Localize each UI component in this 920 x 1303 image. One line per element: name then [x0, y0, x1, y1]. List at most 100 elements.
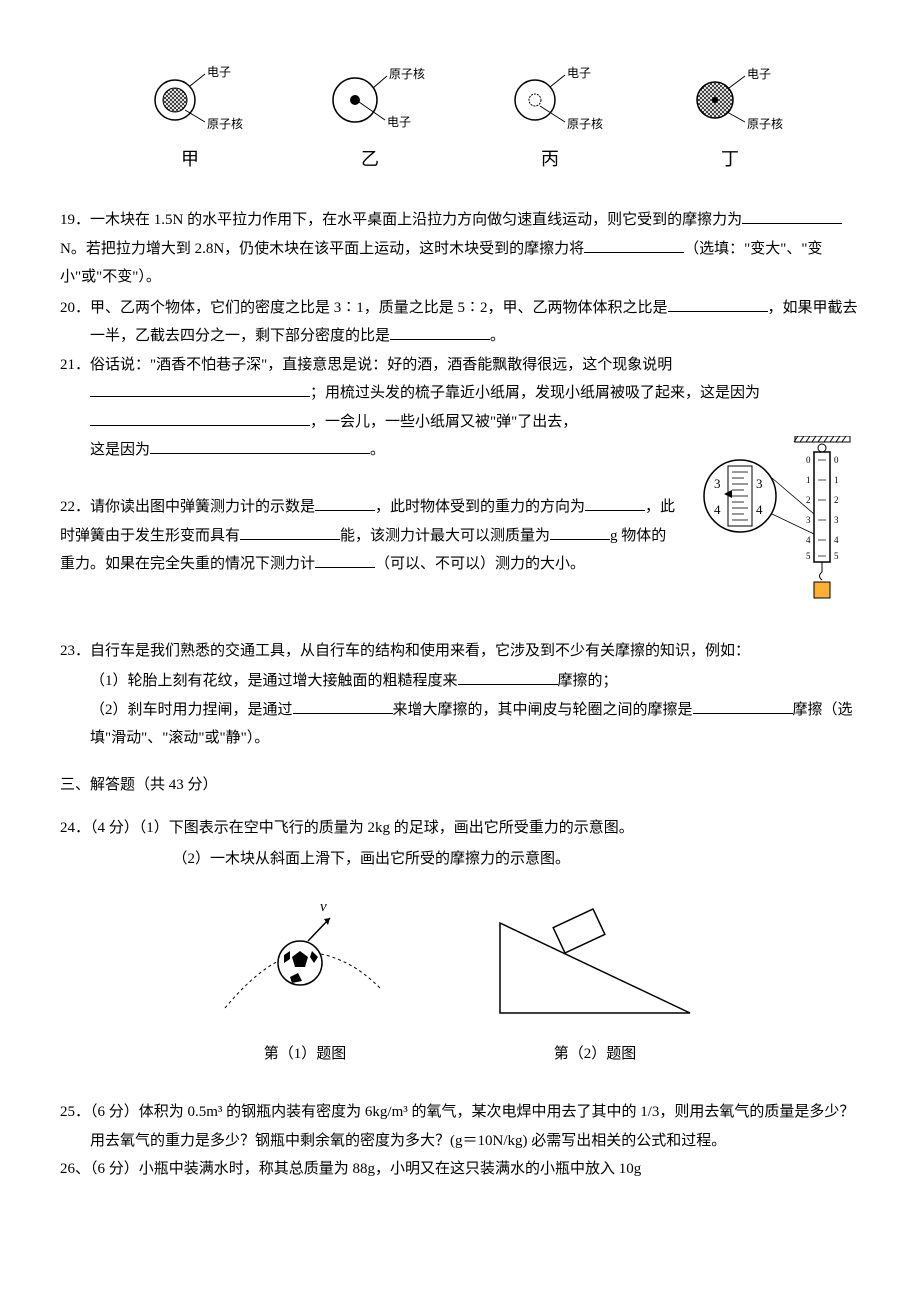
atom-ding: 电子 原子核 丁	[675, 60, 785, 176]
ring-label: 电子	[747, 67, 771, 81]
q19-blank1[interactable]	[742, 208, 842, 224]
svg-text:1: 1	[806, 475, 811, 485]
q24-sub2: （2）一木块从斜面上滑下，画出它所受的摩擦力的示意图。	[173, 851, 571, 867]
velocity-label: v	[320, 899, 327, 915]
q20-t1: 甲、乙两个物体，它们的密度之比是 3∶1，质量之比是 5∶2，甲、乙两物体体积之…	[90, 300, 668, 316]
q25: 25．（6 分）体积为 0.5m³ 的钢瓶内装有密度为 6kg/m³ 的氧气，某…	[60, 1098, 860, 1155]
q23-s2num: （2）	[90, 702, 128, 718]
core-label: 电子	[387, 115, 411, 129]
q21-t2: ；用梳过头发的梳子靠近小纸屑，发现小纸屑被吸了起来，这是因为	[310, 385, 760, 401]
svg-text:5: 5	[834, 551, 839, 561]
atom-jia-svg: 电子 原子核	[135, 60, 245, 140]
svg-text:0: 0	[834, 455, 839, 465]
q20-t3: 。	[490, 328, 505, 344]
q23-num: 23．	[60, 643, 90, 659]
core-label: 原子核	[567, 117, 603, 131]
q21-t4: 这是因为	[90, 442, 150, 458]
q22-t2: ，此时物体受到的重力的方向为	[375, 499, 585, 515]
q23-blank2[interactable]	[293, 698, 393, 714]
ring-label: 电子	[567, 66, 591, 80]
q20: 20．甲、乙两个物体，它们的密度之比是 3∶1，质量之比是 5∶2，甲、乙两物体…	[60, 294, 860, 351]
zoom-right-3: 3	[756, 476, 763, 491]
svg-text:3: 3	[834, 515, 839, 525]
q19-t1: 一木块在 1.5N 的水平拉力作用下，在水平桌面上沿拉力方向做匀速直线运动，则它…	[90, 212, 742, 228]
svg-text:2: 2	[806, 495, 811, 505]
q23-t1: 自行车是我们熟悉的交通工具，从自行车的结构和使用来看，它涉及到不少有关摩擦的知识…	[90, 643, 750, 659]
q22-num: 22．	[60, 499, 90, 515]
q22: 22．请你读出图中弹簧测力计的示数是，此时物体受到的重力的方向为，此时弹簧由于发…	[60, 493, 680, 579]
core-label: 原子核	[747, 117, 783, 131]
q20-num: 20．	[60, 300, 90, 316]
atom-label: 乙	[361, 142, 379, 176]
q24-num: 24．	[60, 820, 90, 836]
q21-t1: 俗话说："酒香不怕巷子深"，直接意思是说：好的酒，酒香能飘散得很远，这个现象说明	[90, 357, 672, 373]
q22-t4: 能，该测力计最大可以测质量为	[340, 528, 550, 544]
q22-blank2[interactable]	[585, 495, 645, 511]
q22-blank3[interactable]	[240, 524, 340, 540]
q25-num: 25．	[60, 1104, 90, 1120]
q22-t6: （可以、不可以）测力的大小。	[375, 556, 585, 572]
q24-head: （4 分）（1）下图表示在空中飞行的质量为 2kg 的足球，画出它所受重力的示意…	[90, 820, 634, 836]
atom-ding-svg: 电子 原子核	[675, 60, 785, 140]
svg-text:4: 4	[834, 535, 839, 545]
atom-jia: 电子 原子核 甲	[135, 60, 245, 176]
q21-blank3[interactable]	[150, 438, 370, 454]
q22-blank4[interactable]	[550, 524, 610, 540]
q19-num: 19．	[60, 212, 90, 228]
svg-text:3: 3	[806, 515, 811, 525]
q23-blank3[interactable]	[693, 698, 793, 714]
q23-s2b: 来增大摩擦的，其中闸皮与轮圈之间的摩擦是	[393, 702, 693, 718]
zoom-left-4: 4	[714, 502, 721, 517]
q21-t5: 。	[370, 442, 385, 458]
q20-blank1[interactable]	[668, 296, 768, 312]
atom-label: 丙	[541, 142, 559, 176]
zoom-left-3: 3	[714, 476, 721, 491]
q22-blank5[interactable]	[315, 552, 375, 568]
atom-yi: 原子核 电子 乙	[315, 60, 425, 176]
q24-line2: （2）一木块从斜面上滑下，画出它所受的摩擦力的示意图。	[60, 845, 860, 874]
q20-blank2[interactable]	[390, 324, 490, 340]
atom-bing-svg: 电子 原子核	[495, 60, 605, 140]
q21-line1: 21．俗话说："酒香不怕巷子深"，直接意思是说：好的酒，酒香能飘散得很远，这个现…	[60, 351, 860, 437]
q23-s1b: 摩擦的；	[558, 673, 618, 689]
q19-t2: N。若把拉力增大到 2.8N，仍使木块在该平面上运动，这时木块受到的摩擦力将	[60, 241, 584, 257]
core-label: 原子核	[207, 117, 243, 131]
zoom-right-4: 4	[756, 502, 763, 517]
q26-num: 26、	[60, 1161, 90, 1177]
svg-text:0: 0	[806, 455, 811, 465]
q22-t1: 请你读出图中弹簧测力计的示数是	[90, 499, 315, 515]
q23-s1num: （1）	[90, 673, 128, 689]
section3-title: 三、解答题（共 43 分）	[60, 771, 860, 800]
q26: 26、（6 分）小瓶中装满水时，称其总质量为 88g，小明又在这只装满水的小瓶中…	[60, 1155, 860, 1184]
q21-blank1[interactable]	[90, 381, 310, 397]
atom-label: 甲	[181, 142, 199, 176]
q21-num: 21．	[60, 357, 90, 373]
q24-line1: 24．（4 分）（1）下图表示在空中飞行的质量为 2kg 的足球，画出它所受重力…	[60, 814, 860, 843]
q26-text: （6 分）小瓶中装满水时，称其总质量为 88g，小明又在这只装满水的小瓶中放入 …	[90, 1161, 641, 1177]
q23-s2a: 刹车时用力捏闸，是通过	[128, 702, 293, 718]
fig-incline: 第（2）题图	[490, 903, 700, 1068]
spring-scale-figure: 012345 012345 3 4 3 4	[700, 436, 860, 637]
atom-label: 丁	[721, 142, 739, 176]
q19: 19．一木块在 1.5N 的水平拉力作用下，在水平桌面上沿拉力方向做匀速直线运动…	[60, 206, 860, 292]
q19-blank2[interactable]	[584, 237, 684, 253]
q21-blank2[interactable]	[90, 410, 310, 426]
svg-text:2: 2	[834, 495, 839, 505]
atom-model-row: 电子 原子核 甲 原子核 电子 乙 电子 原子核 丙	[100, 60, 820, 176]
atom-yi-svg: 原子核 电子	[315, 60, 425, 140]
q25-text: （6 分）体积为 0.5m³ 的钢瓶内装有密度为 6kg/m³ 的氧气，某次电焊…	[90, 1104, 854, 1149]
q21-line2: 这是因为 。	[60, 436, 680, 465]
q22-blank1[interactable]	[315, 495, 375, 511]
q21-t3: ，一会儿，一些小纸屑又被"弹"了出去，	[310, 414, 577, 430]
ring-label: 电子	[207, 65, 231, 79]
ring-label: 原子核	[389, 67, 425, 81]
q23-blank1[interactable]	[458, 669, 558, 685]
q23: 23．自行车是我们熟悉的交通工具，从自行车的结构和使用来看，它涉及到不少有关摩擦…	[60, 637, 860, 666]
fig1-caption: 第（1）题图	[220, 1040, 390, 1069]
q23-sub2: （2）刹车时用力捏闸，是通过来增大摩擦的，其中闸皮与轮圈之间的摩擦是摩擦（选填"…	[60, 696, 860, 753]
svg-text:4: 4	[806, 535, 811, 545]
fig-football: v 第（1）题图	[220, 893, 390, 1068]
q23-s1a: 轮胎上刻有花纹，是通过增大接触面的粗糙程度来	[128, 673, 458, 689]
fig2-caption: 第（2）题图	[490, 1040, 700, 1069]
svg-text:5: 5	[806, 551, 811, 561]
